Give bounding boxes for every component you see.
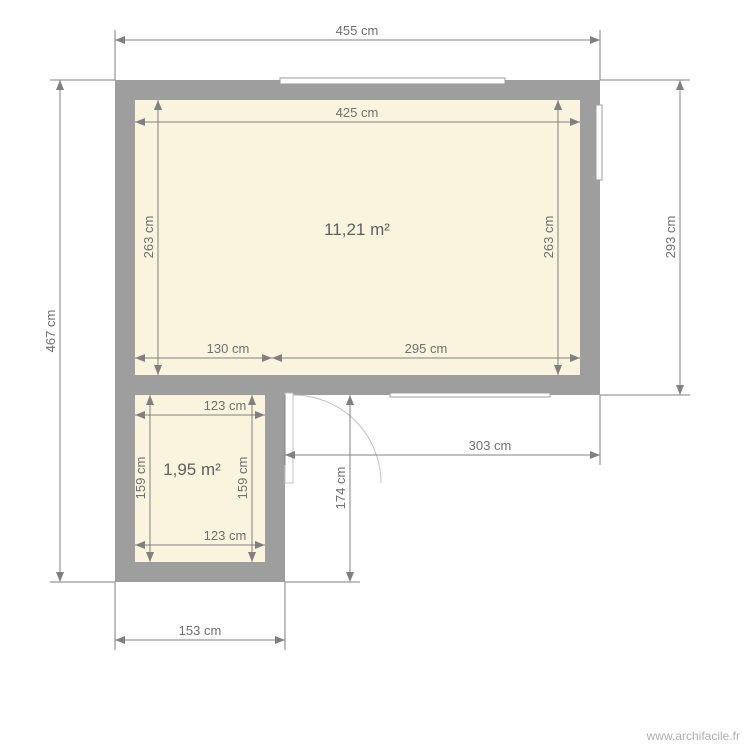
watermark-text: www.archifacile.fr [646, 729, 740, 743]
dim-main-height-ext: 293 cm [600, 80, 690, 395]
dim-text: 159 cm [235, 457, 250, 500]
dim-text: 425 cm [336, 105, 379, 120]
dim-door-height: 174 cm [285, 395, 360, 582]
dim-text: 159 cm [133, 457, 148, 500]
dim-overall-height: 467 cm [43, 80, 115, 582]
dim-text: 174 cm [333, 467, 348, 510]
dim-text: 295 cm [405, 341, 448, 356]
dim-small-outer-width: 153 cm [115, 582, 285, 650]
dim-text: 293 cm [663, 216, 678, 259]
dim-text: 303 cm [469, 438, 512, 453]
dim-text: 123 cm [204, 528, 247, 543]
dim-bottom-extension: 303 cm [285, 395, 600, 465]
dim-text: 455 cm [336, 23, 379, 38]
dim-text: 153 cm [179, 623, 222, 638]
dim-text: 263 cm [541, 216, 556, 259]
dim-text: 130 cm [207, 341, 250, 356]
dim-text: 123 cm [204, 398, 247, 413]
dim-text: 467 cm [43, 310, 58, 353]
dim-text: 263 cm [141, 216, 156, 259]
dim-overall-width: 455 cm [115, 23, 600, 80]
small-room-area: 1,95 m² [163, 460, 221, 479]
main-room-area: 11,21 m² [324, 220, 390, 239]
floorplan-diagram: 455 cm 467 cm 293 cm 425 cm 263 cm [0, 0, 750, 750]
